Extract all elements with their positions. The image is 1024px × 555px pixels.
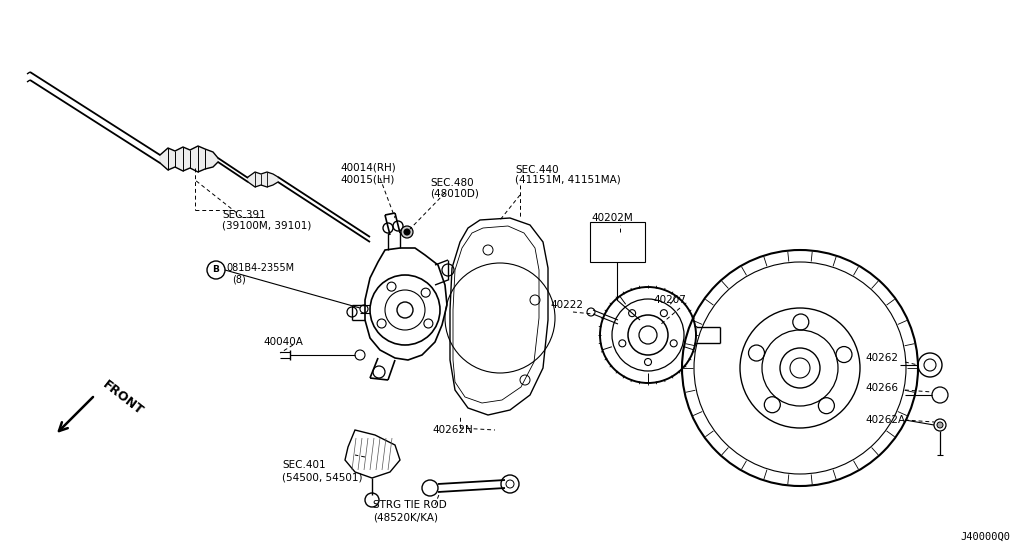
Text: (41151M, 41151MA): (41151M, 41151MA)	[515, 175, 621, 185]
Text: 40262: 40262	[865, 353, 898, 363]
Text: 40266: 40266	[865, 383, 898, 393]
Text: 40202M: 40202M	[591, 213, 633, 223]
Circle shape	[937, 422, 943, 428]
Circle shape	[644, 359, 651, 366]
Bar	[590, 222, 645, 262]
Text: 40014(RH): 40014(RH)	[340, 163, 395, 173]
Circle shape	[629, 310, 636, 317]
Circle shape	[670, 340, 677, 347]
Text: 40262N: 40262N	[432, 425, 473, 435]
Text: 40207: 40207	[653, 295, 686, 305]
Text: (8): (8)	[232, 275, 246, 285]
Circle shape	[618, 340, 626, 347]
Text: 40262A: 40262A	[865, 415, 905, 425]
Text: SEC.480: SEC.480	[430, 178, 474, 188]
Text: SEC.391: SEC.391	[222, 210, 266, 220]
Circle shape	[404, 229, 410, 235]
Text: (54500, 54501): (54500, 54501)	[282, 472, 362, 482]
Text: (48010D): (48010D)	[430, 188, 479, 198]
Text: 40040A: 40040A	[263, 337, 303, 347]
Text: FRONT: FRONT	[100, 378, 145, 417]
Text: (39100M, 39101): (39100M, 39101)	[222, 220, 311, 230]
Circle shape	[660, 310, 668, 317]
Text: STRG TIE ROD: STRG TIE ROD	[373, 500, 446, 510]
Polygon shape	[248, 172, 278, 187]
Text: 081B4-2355M: 081B4-2355M	[226, 263, 294, 273]
Polygon shape	[160, 146, 218, 172]
Text: J40000Q0: J40000Q0	[961, 532, 1010, 542]
Text: SEC.440: SEC.440	[515, 165, 559, 175]
Text: SEC.401: SEC.401	[282, 460, 326, 470]
Text: B: B	[213, 265, 219, 275]
Circle shape	[401, 226, 413, 238]
Text: (48520K/KA): (48520K/KA)	[373, 512, 438, 522]
Text: 40015(LH): 40015(LH)	[340, 175, 394, 185]
Text: 40222: 40222	[550, 300, 583, 310]
